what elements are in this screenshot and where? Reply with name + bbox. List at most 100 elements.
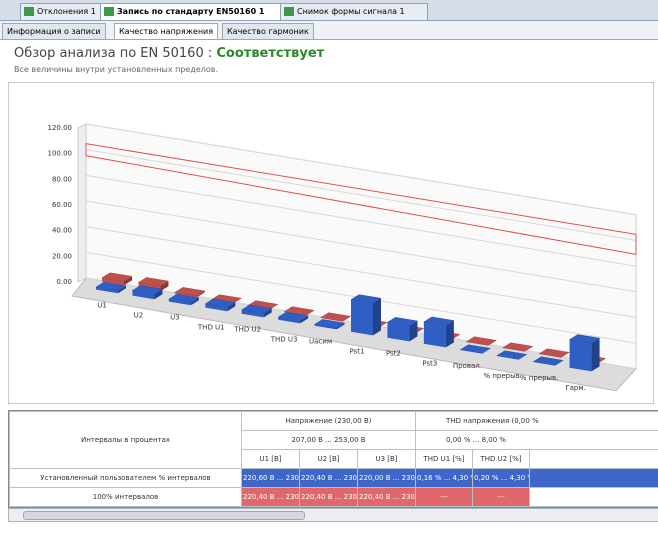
bar bbox=[423, 316, 455, 348]
y-tick-label: 20.00 bbox=[52, 252, 72, 260]
bar-front bbox=[205, 303, 228, 312]
bar-top bbox=[502, 342, 534, 352]
bar-side bbox=[409, 320, 418, 342]
cell: 220,40 В ... 230,20 В bbox=[299, 468, 358, 488]
bar-side bbox=[300, 315, 309, 324]
bar bbox=[95, 281, 127, 294]
bar bbox=[174, 287, 206, 298]
x-tick-label: Pst3 bbox=[422, 360, 437, 368]
y-tick-label: 120.00 bbox=[48, 124, 73, 132]
cell bbox=[529, 468, 658, 488]
chart: 0.00 20.00 40.00 60.00 80.00 100.00 120.00 U1 U2… bbox=[8, 82, 654, 404]
bar bbox=[101, 272, 133, 286]
bar-front bbox=[96, 287, 118, 294]
row-label: Установленный пользователем % интервалов bbox=[9, 468, 242, 488]
table: Интервалы в процентах Напряжение (230,00… bbox=[9, 411, 658, 507]
bar-top bbox=[277, 311, 309, 322]
y-tick-label: 100.00 bbox=[48, 150, 73, 158]
bar-side bbox=[591, 338, 600, 372]
bar-top bbox=[465, 336, 497, 346]
cell bbox=[529, 487, 658, 507]
x-tick-label: U1 bbox=[97, 302, 107, 310]
bar-side bbox=[160, 281, 169, 292]
group-name: THD напряжения (0,00 % bbox=[415, 411, 658, 431]
scrollbar[interactable] bbox=[8, 508, 658, 522]
bar-top bbox=[168, 293, 200, 303]
bar bbox=[241, 304, 273, 318]
table-container: Интервалы в процентах Напряжение (230,00… bbox=[8, 410, 658, 508]
status: Соответствует bbox=[216, 46, 325, 61]
x-tick-label: THD U3 bbox=[270, 336, 298, 344]
subtab[interactable]: Информация о записи bbox=[2, 23, 106, 39]
grid-line bbox=[85, 226, 637, 318]
cell: 220,00 В ... 230,00 В bbox=[356, 468, 417, 488]
bar bbox=[465, 336, 497, 346]
bar bbox=[319, 312, 352, 322]
bar-top bbox=[532, 356, 564, 366]
x-tick-label: % прерыв. bbox=[520, 374, 559, 382]
bar-side bbox=[227, 302, 236, 312]
heading: Обзор анализа по EN 50160 : Соответствуе… bbox=[14, 46, 324, 61]
bar-front bbox=[168, 299, 191, 306]
bar-front bbox=[241, 309, 264, 318]
limit-plane bbox=[85, 143, 637, 256]
bar bbox=[168, 293, 200, 306]
tab[interactable]: Снимок формы сигнала 1 bbox=[280, 3, 428, 20]
bar-side bbox=[190, 297, 199, 306]
bar-top bbox=[241, 304, 273, 314]
cell bbox=[529, 449, 658, 469]
bar-front bbox=[569, 339, 592, 372]
y-tick-label: 40.00 bbox=[52, 227, 72, 235]
bar-top bbox=[131, 285, 164, 295]
x-tick-label: Pst1 bbox=[350, 348, 365, 356]
subtab[interactable]: Качество гармоник bbox=[222, 23, 314, 39]
subtitle: Все величины внутри установленных предел… bbox=[14, 65, 219, 74]
bar-top bbox=[174, 287, 206, 297]
bar bbox=[568, 334, 601, 372]
bar-front bbox=[423, 321, 446, 348]
bar-top bbox=[350, 294, 382, 304]
bar-side bbox=[445, 320, 454, 348]
bar bbox=[350, 294, 382, 336]
bar-side bbox=[336, 323, 345, 330]
group-name: Напряжение (230,00 В) bbox=[240, 411, 417, 431]
bar bbox=[496, 350, 528, 360]
bar-front bbox=[351, 299, 373, 336]
bar-front bbox=[132, 290, 155, 300]
subtab[interactable]: Качество напряжения bbox=[114, 23, 219, 39]
cell: 220,40 В ... 230,40 В bbox=[299, 487, 358, 507]
group-range: 207,00 В ... 253,00 В bbox=[240, 430, 417, 450]
bar bbox=[532, 356, 564, 366]
tab[interactable]: Запись по стандарту EN50160 1 bbox=[100, 3, 288, 20]
bar-side bbox=[263, 308, 272, 318]
bar-top bbox=[101, 272, 133, 282]
bar bbox=[386, 317, 419, 342]
bar-front bbox=[102, 277, 124, 286]
tab[interactable]: Отклонения 1 bbox=[20, 3, 108, 20]
cell: 220,60 В ... 230,00 В bbox=[241, 468, 300, 488]
y-tick-label: 0.00 bbox=[56, 278, 72, 286]
column-header: U1 [В] bbox=[241, 449, 300, 469]
grid-line bbox=[85, 200, 637, 293]
x-tick-label: THD U1 bbox=[197, 324, 225, 332]
scroll-thumb[interactable] bbox=[23, 511, 305, 520]
x-tick-label: Гарм. bbox=[565, 384, 586, 392]
bar-top bbox=[313, 319, 346, 329]
x-tick-label: U2 bbox=[134, 312, 144, 320]
row-header: Интервалы в процентах bbox=[9, 411, 242, 469]
heading-title: Обзор анализа по EN 50160 : bbox=[14, 46, 213, 61]
bar-side bbox=[118, 285, 126, 294]
group-range: 0,00 % ... 8,00 % bbox=[415, 430, 658, 450]
tab-bar: Отклонения 1 Запись по стандарту EN50160… bbox=[0, 0, 658, 21]
bar-top bbox=[137, 277, 170, 287]
bar bbox=[502, 342, 534, 352]
bar bbox=[313, 319, 346, 330]
grid-line bbox=[85, 149, 637, 241]
bar-top bbox=[538, 348, 570, 358]
cell: 0,16 % ... 4,30 % bbox=[415, 468, 474, 488]
left-wall bbox=[77, 123, 87, 283]
bar-top bbox=[95, 281, 127, 291]
bar-top bbox=[496, 350, 528, 360]
bar-front bbox=[314, 324, 337, 330]
column-header: U3 [В] bbox=[356, 449, 417, 469]
